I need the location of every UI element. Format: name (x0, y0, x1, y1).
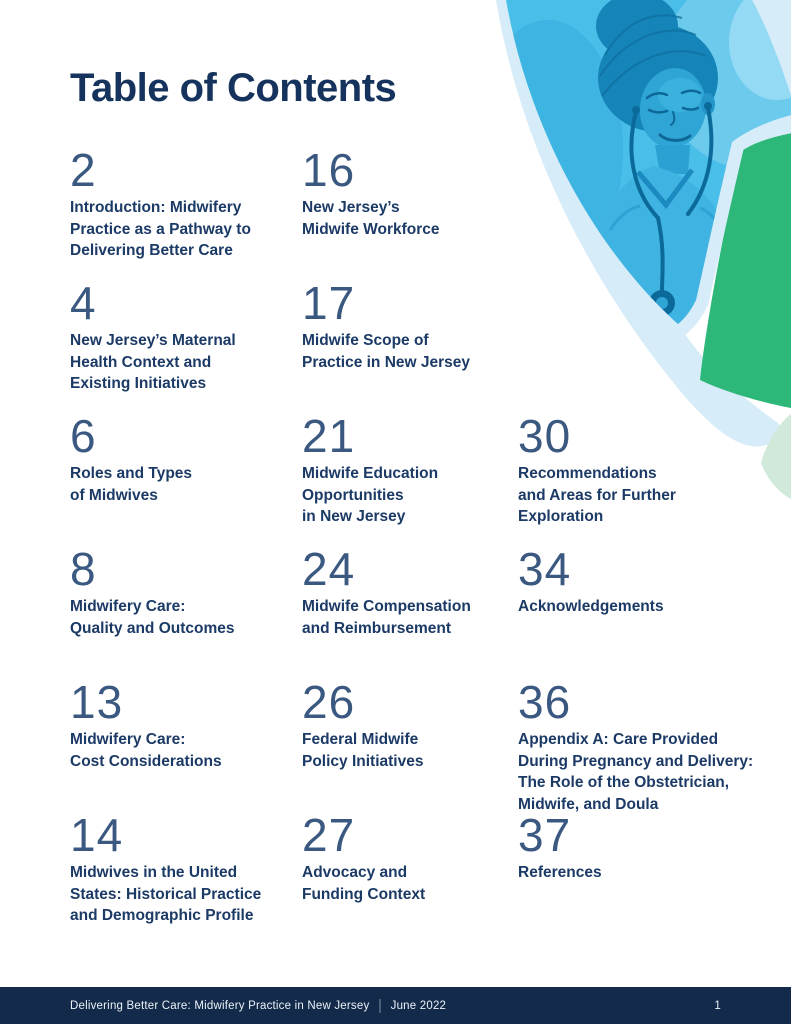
toc-entry-page-number: 17 (302, 277, 356, 329)
toc-entry-title-line: The Role of the Obstetrician, (518, 774, 729, 791)
toc-entry-title-line: References (518, 864, 602, 881)
toc-entry-title: References (518, 862, 758, 884)
toc-entry[interactable]: 27 Advocacy and Funding Context (302, 809, 518, 942)
toc-entry-title: Midwifery Care: Cost Considerations (70, 729, 302, 772)
footer-page-number: 1 (714, 999, 721, 1012)
toc-entry-title-line: Health Context and (70, 353, 212, 371)
toc-entry-title-line: and Areas for Further (518, 486, 676, 504)
toc-entry-title-line: Funding Context (302, 885, 426, 903)
toc-entry-title-line: Practice in New Jersey (302, 353, 471, 371)
footer-bar: Delivering Better Care: Midwifery Practi… (0, 987, 791, 1024)
toc-entry-page-number: 16 (302, 144, 356, 196)
toc-entry-title: Midwife Scope of Practice in New Jersey (302, 330, 518, 373)
corner-wedge (752, 0, 791, 96)
toc-entry-title-line: Opportunities (302, 486, 404, 504)
toc-entry-title-line: Midwife, and Doula (518, 795, 659, 813)
toc-entry-page-number: 27 (302, 809, 356, 861)
toc-entry-title: Acknowledgements (518, 596, 758, 618)
toc-entry-page-number: 4 (70, 277, 97, 329)
toc-entry-title: Roles and Types of Midwives (70, 463, 302, 506)
toc-entry-page-number: 8 (70, 543, 97, 595)
toc-entry-title-line: and Demographic Profile (70, 907, 254, 924)
toc-entry[interactable]: 16 New Jersey’s Midwife Workforce (302, 144, 518, 277)
toc-entry[interactable]: 14 Midwives in the United States: Histori… (70, 809, 302, 942)
toc-entry[interactable]: 37 References (518, 809, 758, 942)
toc-entry-title: Federal Midwife Policy Initiatives (302, 729, 518, 772)
page-title: Table of Contents (70, 66, 397, 110)
toc-entry-title-line: and Reimbursement (302, 619, 452, 637)
toc-entry-page-number: 14 (70, 809, 124, 861)
toc-entry-title: Midwife Education Opportunities in New Jer… (302, 463, 518, 528)
toc-entry[interactable]: 4 New Jersey’s Maternal Health Context an… (70, 277, 302, 410)
toc-entry-title: New Jersey’s Midwife Workforce (302, 197, 518, 240)
toc-entry[interactable]: 2 Introduction: Midwifery Practice as a P… (70, 144, 302, 277)
toc-entry-title-line: in New Jersey (302, 508, 406, 525)
toc-entry-page-number: 26 (302, 676, 356, 728)
toc-entry-page-number: 36 (518, 676, 572, 728)
pale-green-petal (761, 414, 791, 499)
toc-entry-title-line: Acknowledgements (518, 598, 664, 615)
toc-entry-title-line: Introduction: Midwifery (70, 199, 242, 216)
toc-entry-title-line: Advocacy and (302, 864, 408, 881)
toc-entry-title-line: of Midwives (70, 486, 158, 504)
toc-entry-title-line: Midwifery Care: (70, 731, 186, 748)
toc-entry-title-line: Cost Considerations (70, 752, 222, 770)
toc-entry-title-line: During Pregnancy and Delivery: (518, 752, 754, 770)
toc-entry-page-number: 6 (70, 410, 97, 462)
toc-entry-title-line: Midwife Education (302, 465, 439, 482)
toc-entry-title-line: Appendix A: Care Provided (518, 731, 719, 748)
toc-entry-title-line: Delivering Better Care (70, 242, 233, 259)
toc-entry-title-line: Midwife Scope of (302, 332, 429, 349)
footer-separator: | (378, 998, 382, 1013)
toc-entry-title-line: Recommendations (518, 465, 657, 482)
toc-entry[interactable]: 8 Midwifery Care: Quality and Outcomes (70, 543, 302, 676)
toc-entry-page-number: 34 (518, 543, 572, 595)
toc-entry-title-line: Federal Midwife (302, 731, 419, 748)
toc-entry-title-line: Midwife Workforce (302, 220, 440, 238)
footer-doc-title: Delivering Better Care: Midwifery Practi… (70, 999, 370, 1012)
toc-entry-title: Introduction: Midwifery Practice as a Pat… (70, 197, 302, 262)
toc-entry[interactable]: 13 Midwifery Care: Cost Considerations (70, 676, 302, 809)
toc-entry-page-number: 30 (518, 410, 572, 462)
toc-entry[interactable]: 30 Recommendations and Areas for Further E… (518, 410, 758, 543)
toc-entry-title-line: New Jersey’s (302, 199, 400, 216)
toc-entry-title-line: Midwifery Care: (70, 598, 186, 615)
toc-entry[interactable]: 24 Midwife Compensation and Reimbursement (302, 543, 518, 676)
toc-entry-title-line: Existing Initiatives (70, 375, 207, 392)
toc-entry[interactable]: 26 Federal Midwife Policy Initiatives (302, 676, 518, 809)
toc-entry-page-number: 37 (518, 809, 572, 861)
toc-entry-title: Advocacy and Funding Context (302, 862, 518, 905)
toc-entry-title-line: Policy Initiatives (302, 752, 424, 770)
toc-grid: 2 Introduction: Midwifery Practice as a P… (70, 144, 758, 942)
toc-entry-title-line: New Jersey’s Maternal (70, 332, 236, 349)
footer-left: Delivering Better Care: Midwifery Practi… (70, 998, 447, 1013)
toc-entry-title-line: States: Historical Practice (70, 885, 262, 903)
toc-entry-title: Appendix A: Care Provided During Pregnanc… (518, 729, 758, 815)
toc-entry-title-line: Roles and Types (70, 465, 193, 482)
toc-entry[interactable]: 17 Midwife Scope of Practice in New Jerse… (302, 277, 518, 410)
toc-entry-page-number: 21 (302, 410, 356, 462)
toc-entry-title-line: Practice as a Pathway to (70, 220, 251, 238)
toc-entry-title-line: Midwives in the United (70, 864, 238, 881)
footer-date: June 2022 (390, 999, 447, 1012)
toc-entry-title: Recommendations and Areas for Further Expl… (518, 463, 758, 528)
toc-entry[interactable]: 6 Roles and Types of Midwives (70, 410, 302, 543)
toc-entry-title-line: Quality and Outcomes (70, 619, 235, 637)
toc-entry-title: Midwifery Care: Quality and Outcomes (70, 596, 302, 639)
toc-entry-title: Midwives in the United States: Historical… (70, 862, 302, 927)
toc-entry-title-line: Midwife Compensation (302, 598, 471, 615)
toc-entry-title: Midwife Compensation and Reimbursement (302, 596, 518, 639)
toc-entry-page-number: 24 (302, 543, 356, 595)
toc-entry-page-number: 13 (70, 676, 124, 728)
toc-entry[interactable]: 21 Midwife Education Opportunities in New … (302, 410, 518, 543)
toc-entry-title: New Jersey’s Maternal Health Context and E… (70, 330, 302, 395)
toc-entry[interactable]: 34 Acknowledgements (518, 543, 758, 676)
toc-entry[interactable]: 36 Appendix A: Care Provided During Pregn… (518, 676, 758, 813)
toc-entry-title-line: Exploration (518, 508, 604, 525)
toc-entry-page-number: 2 (70, 144, 97, 196)
